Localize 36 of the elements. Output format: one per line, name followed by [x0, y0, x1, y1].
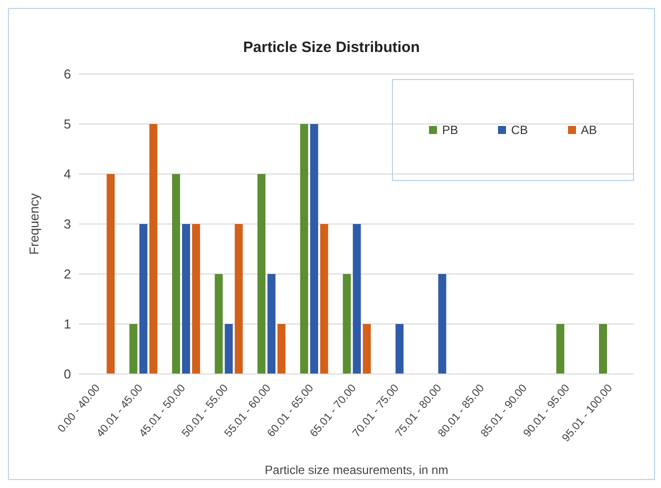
bar	[257, 174, 266, 374]
y-tick-label: 1	[64, 316, 71, 332]
bar	[224, 324, 233, 374]
bar	[362, 324, 371, 374]
bar	[182, 224, 190, 374]
bar	[300, 124, 308, 374]
bar	[352, 224, 361, 374]
y-tick-label: 3	[64, 216, 71, 232]
y-tick-label: 5	[64, 116, 71, 132]
y-tick-label: 4	[64, 166, 71, 182]
bar	[129, 324, 138, 374]
bar	[214, 274, 223, 374]
bar	[106, 174, 115, 374]
chart-title: Particle Size Distribution	[242, 39, 421, 56]
bar	[277, 324, 286, 374]
bar	[139, 224, 148, 374]
bar	[267, 274, 276, 374]
legend-label: AB	[580, 123, 597, 137]
bar	[234, 224, 243, 374]
y-tick-label: 6	[64, 66, 71, 82]
legend-label: PB	[441, 123, 458, 137]
legend-label: CB	[510, 123, 528, 137]
bar	[598, 324, 607, 374]
bar	[192, 224, 200, 374]
bar	[342, 274, 351, 374]
y-axis-title: Frequency	[26, 192, 42, 255]
x-axis-title: Particle size measurements, in nm	[264, 463, 448, 477]
bar	[172, 174, 180, 374]
y-tick-label: 2	[64, 266, 71, 282]
bar	[320, 224, 328, 374]
y-tick-label: 0	[64, 366, 71, 382]
bar	[310, 124, 318, 374]
bar	[438, 274, 446, 374]
bar	[396, 324, 404, 374]
bar	[149, 124, 158, 374]
bar	[556, 324, 564, 374]
